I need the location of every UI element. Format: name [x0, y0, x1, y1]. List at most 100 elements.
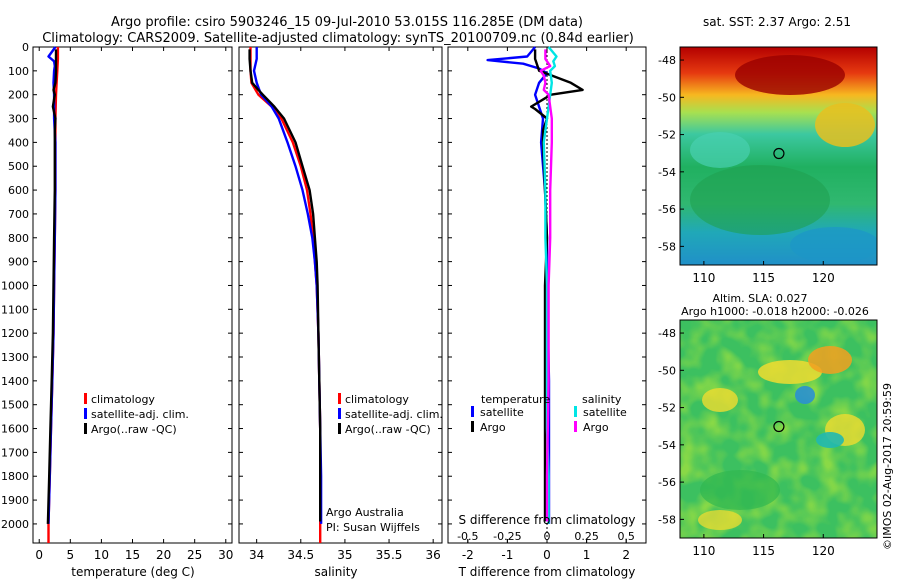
- difference-panel: -2 -1 0 1 2 -0.5 -0.25 0 0.25 0.5 temperature sa…: [447, 46, 647, 579]
- depth-tick-label: 500: [8, 160, 29, 173]
- x-tick-label: 34.5: [287, 548, 314, 562]
- depth-tick-label: 100: [8, 65, 29, 78]
- lon-tick-label: 115: [752, 544, 775, 558]
- depth-tick-label: 1500: [1, 399, 29, 412]
- legend-swatch-argo: [84, 423, 87, 434]
- depth-tick-label: 1200: [1, 327, 29, 340]
- salinity-legend: climatology satellite-adj. clim. Argo(..…: [338, 393, 443, 436]
- sst-warm-core: [735, 55, 845, 95]
- temperature-x-label: temperature (deg C): [71, 565, 194, 579]
- series-argo-raw-qc: [46, 49, 58, 524]
- sla-map-axes: 110 115 120 -48 -50 -52 -54 -56 -58: [658, 327, 835, 558]
- depth-tick-label: 200: [8, 89, 29, 102]
- lon-tick-label: 115: [752, 271, 775, 285]
- lat-tick-label: -58: [658, 513, 676, 526]
- legend-label-climatology: climatology: [91, 393, 155, 406]
- series-temperature-satellite: [486, 46, 551, 524]
- sla-low-2: [816, 432, 844, 448]
- legend-swatch-climatology: [84, 393, 87, 404]
- difference-legend: temperature satellite Argo salinity sate…: [471, 393, 627, 434]
- legend-label-argo: Argo(..raw -QC): [91, 423, 177, 436]
- temperature-panel: 0100200300400500600700800900100011001200…: [1, 41, 233, 579]
- sst-warm-tongue: [815, 103, 875, 147]
- sst-heatmap: [680, 47, 877, 265]
- legend-swatch-satellite: [338, 408, 341, 419]
- temperature-series: [46, 46, 60, 543]
- salinity-panel: 34 34.5 35 35.5 36 climatology satellite-adj…: [238, 46, 443, 579]
- argo-float-location-marker: [773, 420, 785, 433]
- legend-swatch-salinity-argo: [574, 421, 577, 432]
- salinity-plot-frame: [238, 46, 443, 544]
- lat-tick-label: -48: [658, 54, 676, 67]
- salinity-y-ticks: [239, 46, 442, 525]
- legend-label-satellite: satellite-adj. clim.: [91, 408, 189, 421]
- lat-tick-label: -58: [658, 240, 676, 253]
- x-tick-label: 34: [249, 548, 264, 562]
- x-tick-label: 36: [426, 548, 441, 562]
- depth-tick-label: 1600: [1, 423, 29, 436]
- x-tick-label: -2: [462, 548, 474, 562]
- x-tick-label: 2: [622, 548, 630, 562]
- salinity-x-axis: 34 34.5 35 35.5 36: [249, 47, 441, 562]
- depth-tick-label: 2000: [1, 518, 29, 531]
- depth-axis: 0 100 200 300 400 500 600 700 800 900 1000 1100 1200…: [1, 41, 232, 531]
- sst-map-panel: sat. SST: 2.37 Argo: 2.51 110 115 120 -48 -5…: [658, 15, 878, 285]
- x-tick-label: 15: [125, 548, 140, 562]
- sla-high-2: [808, 346, 852, 374]
- series-salinity-argo: [539, 49, 553, 522]
- depth-tick-label: 900: [8, 256, 29, 269]
- legend-label-temperature-argo: Argo: [480, 421, 506, 434]
- lat-tick-label: -56: [658, 203, 676, 216]
- x-tick-top-label: 0.5: [617, 530, 635, 543]
- sst-map-title: sat. SST: 2.37 Argo: 2.51: [703, 15, 851, 29]
- figure-title-line2: Climatology: CARS2009. Satellite-adjuste…: [42, 31, 634, 46]
- sla-high-3: [702, 388, 738, 412]
- sla-high-1: [758, 360, 822, 384]
- x-tick-label: 35.5: [376, 548, 403, 562]
- legend-label-temperature-satellite: satellite: [480, 406, 524, 419]
- depth-tick-label: 400: [8, 136, 29, 149]
- legend-swatch-salinity-satellite: [574, 406, 577, 417]
- sla-heatmap: [680, 320, 877, 538]
- legend-group-salinity: salinity: [582, 393, 622, 406]
- x-tick-label: -1: [501, 548, 513, 562]
- legend-label-salinity-argo: Argo: [583, 421, 609, 434]
- x-tick-top-label: -0.5: [457, 530, 478, 543]
- lon-tick-label: 120: [812, 271, 835, 285]
- sst-cold-patch: [790, 227, 877, 263]
- depth-tick-label: 700: [8, 208, 29, 221]
- legend-swatch-temperature-satellite: [471, 406, 474, 417]
- x-tick-label: 35: [337, 548, 352, 562]
- lat-tick-label: -54: [658, 439, 676, 452]
- lon-tick-label: 110: [692, 544, 715, 558]
- difference-series: [486, 46, 584, 524]
- legend-label-satellite: satellite-adj. clim.: [345, 408, 443, 421]
- sla-map-panel: Altim. SLA: 0.027 Argo h1000: -0.018 h20…: [658, 292, 878, 558]
- lat-tick-label: -56: [658, 476, 676, 489]
- sst-cool-band: [690, 165, 830, 235]
- legend-swatch-satellite: [84, 408, 87, 419]
- lat-tick-label: -52: [658, 129, 676, 142]
- x-tick-label: 25: [187, 548, 202, 562]
- sst-map-axes: 110 115 120 -48 -50 -52 -54 -56 -58: [658, 54, 835, 285]
- depth-tick-label: 1900: [1, 494, 29, 507]
- temperature-plot-frame: [32, 46, 233, 544]
- depth-tick-label: 1700: [1, 446, 29, 459]
- sst-map-frame: [679, 46, 878, 266]
- salinity-x-label: salinity: [314, 565, 357, 579]
- x-tick-label: 20: [156, 548, 171, 562]
- sla-map-subtitle: Argo h1000: -0.018 h2000: -0.026: [681, 305, 869, 318]
- legend-label-argo: Argo(..raw -QC): [345, 423, 431, 436]
- lat-tick-label: -52: [658, 402, 676, 415]
- legend-label-salinity-satellite: satellite: [583, 406, 627, 419]
- depth-tick-label: 1000: [1, 279, 29, 292]
- argo-float-location-marker: [773, 147, 785, 160]
- lon-tick-label: 110: [692, 271, 715, 285]
- x-tick-top-label: 0: [544, 530, 551, 543]
- x-tick-label: 0: [35, 548, 43, 562]
- salinity-series: [248, 47, 323, 543]
- lat-tick-label: -48: [658, 327, 676, 340]
- x-tick-label: 1: [583, 548, 591, 562]
- t-difference-label: T difference from climatology: [458, 565, 636, 579]
